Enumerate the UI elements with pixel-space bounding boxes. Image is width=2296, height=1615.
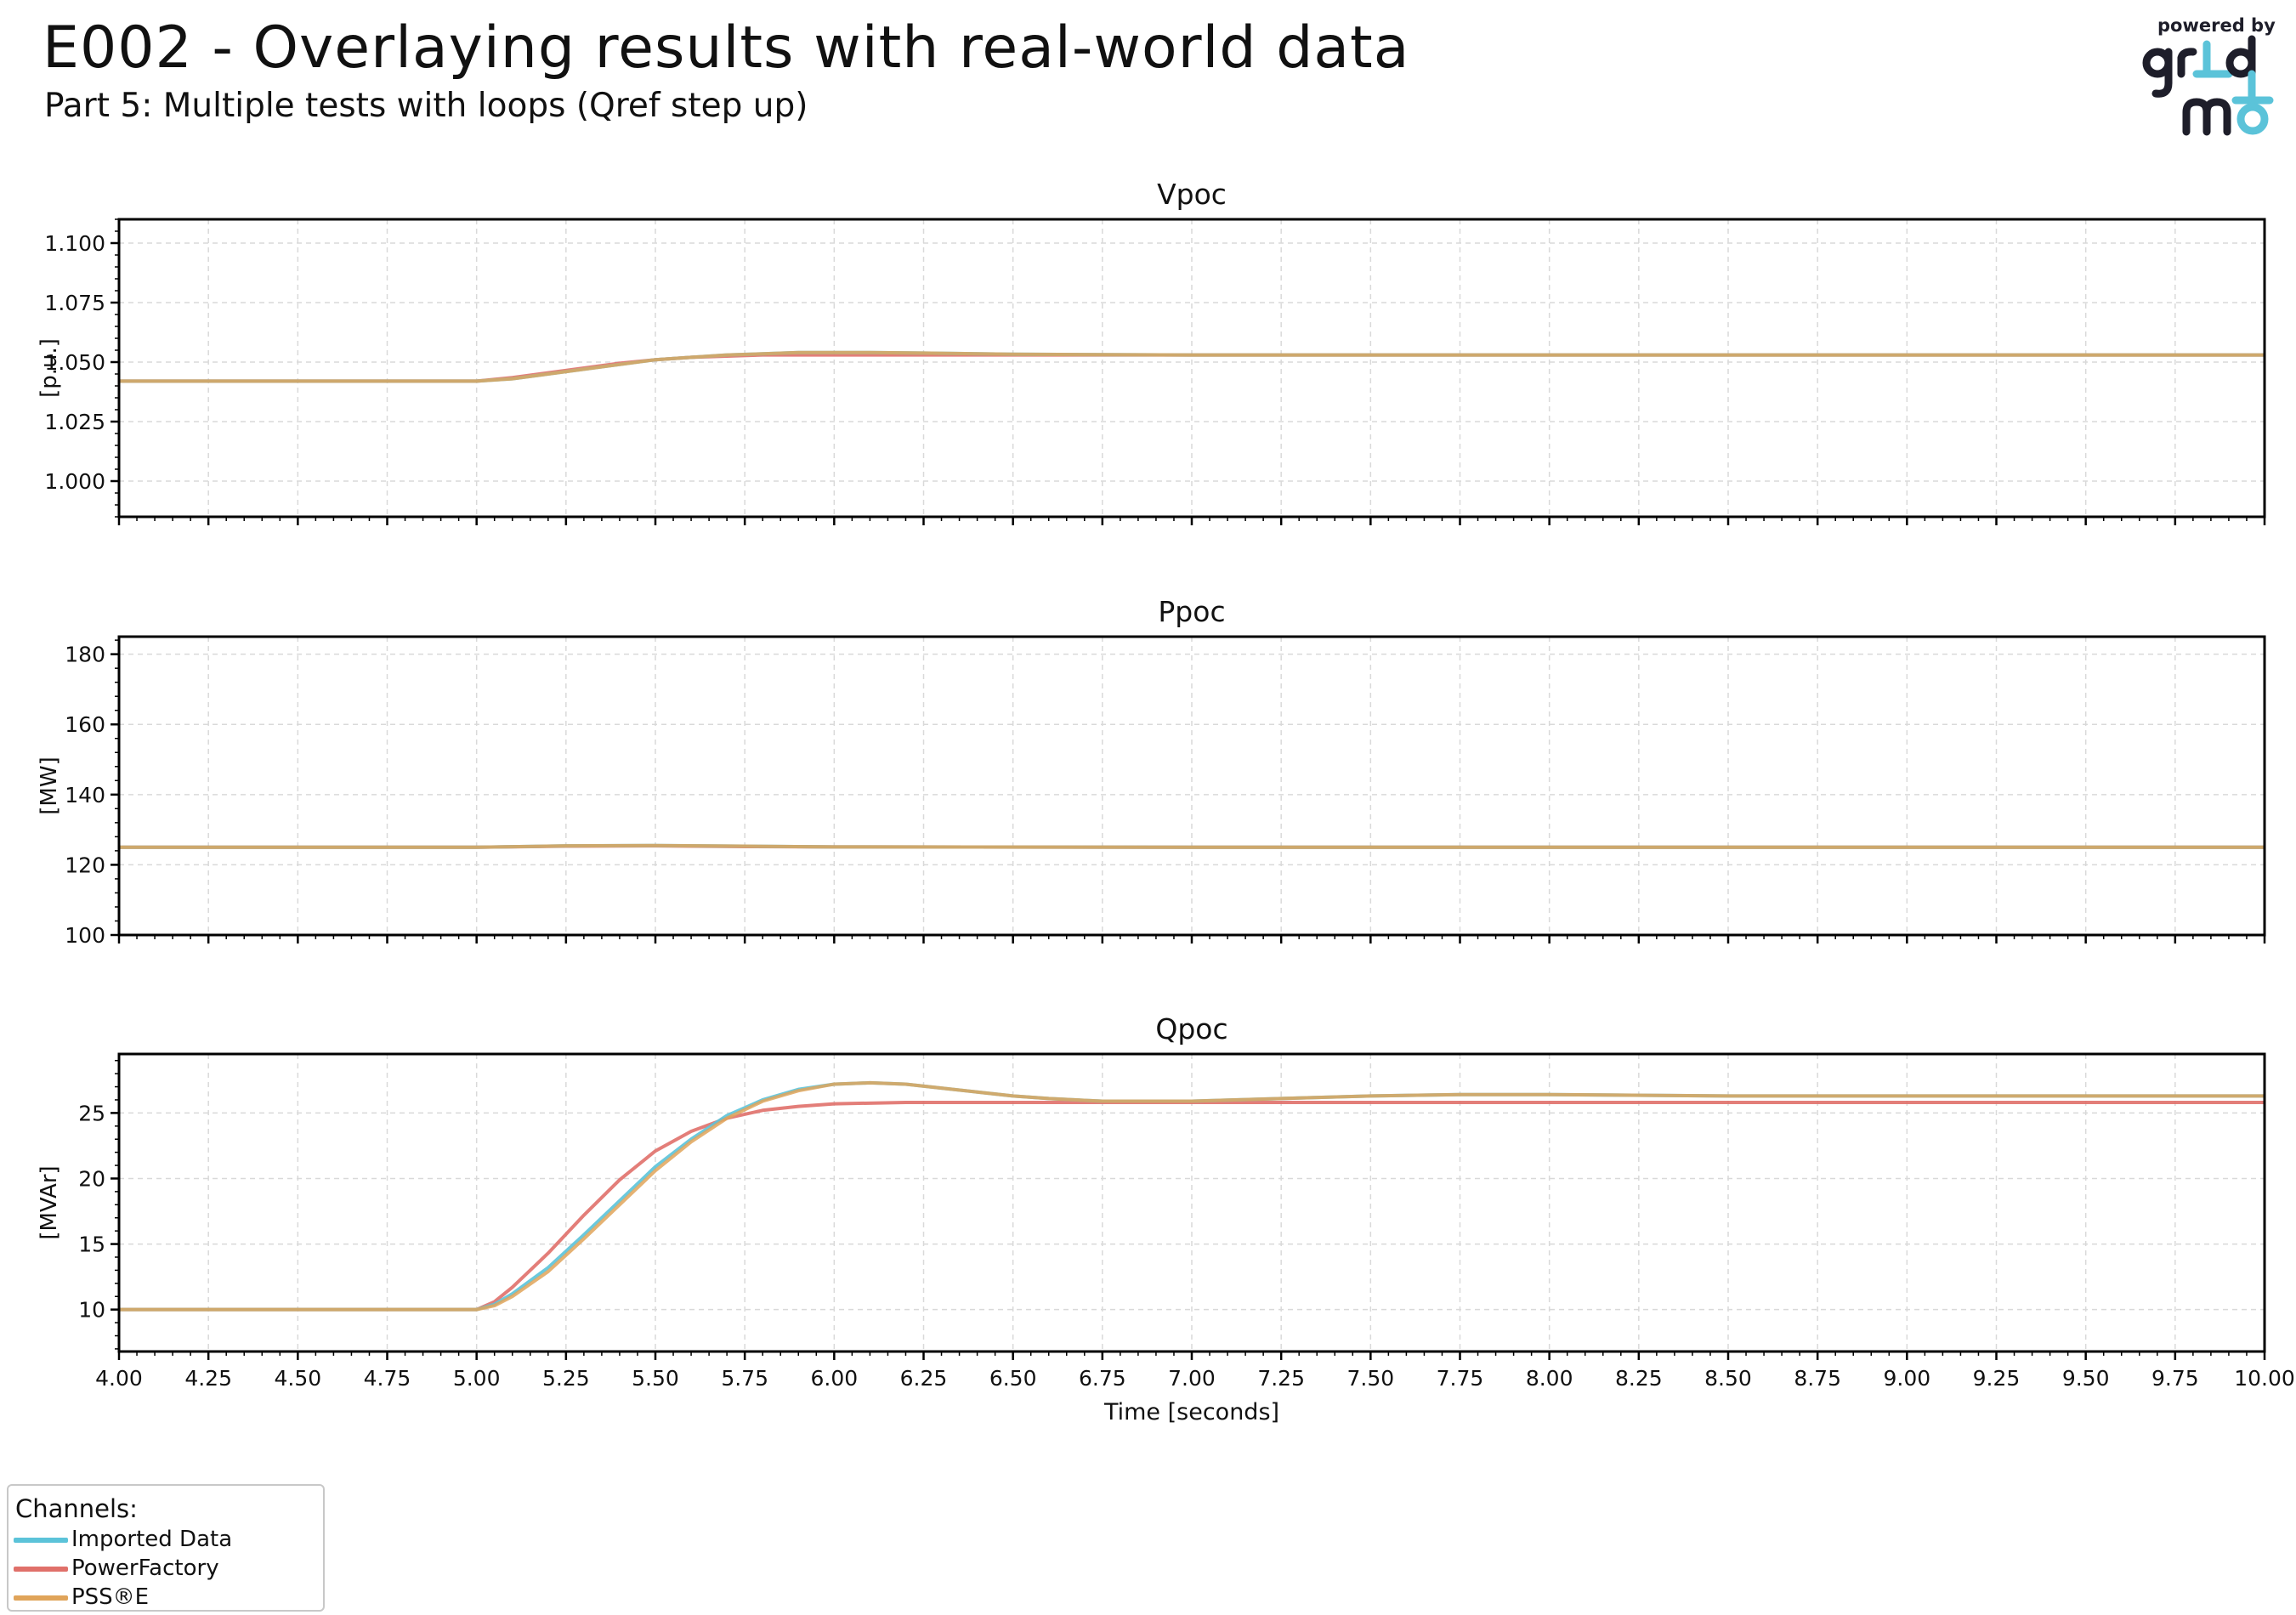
- gridmo-logo-mark: [2142, 35, 2274, 136]
- powered-by-label: powered by: [2157, 15, 2276, 36]
- series-line-pss-e: [119, 350, 2265, 383]
- x-axis-label: Time [seconds]: [1103, 1399, 1279, 1425]
- y-tick-label: 120: [65, 853, 105, 877]
- legend-swatch-imported-data: [14, 1538, 68, 1543]
- y-tick-label: 20: [78, 1166, 105, 1191]
- x-tick-label: 9.25: [1973, 1366, 2021, 1391]
- page-subtitle: Part 5: Multiple tests with loops (Qref …: [44, 87, 808, 125]
- x-tick-label: 6.75: [1079, 1366, 1126, 1391]
- x-tick-label: 4.25: [184, 1366, 232, 1391]
- y-tick-label: 1.025: [44, 410, 105, 434]
- gridmo-logo: powered by: [2142, 12, 2287, 139]
- y-tick-label: 160: [65, 712, 105, 737]
- chart-title: Qpoc: [1155, 1012, 1227, 1046]
- series-line-pss-e: [119, 1080, 2265, 1312]
- chart-area: 1.000 1.025 1.050 1.075 1.100 Vpoc [p.u.] 100 12…: [37, 178, 2295, 1425]
- y-tick-label: 15: [78, 1232, 105, 1257]
- legend-label-psse: PSS®E: [71, 1584, 150, 1610]
- y-tick-label: 140: [65, 783, 105, 808]
- series-group: [119, 350, 2265, 383]
- page-title: E002 - Overlaying results with real-worl…: [43, 14, 1410, 82]
- y-tick-label: 10: [78, 1298, 105, 1323]
- x-tick-label: 8.75: [1794, 1366, 1841, 1391]
- legend-swatch-psse: [14, 1595, 68, 1601]
- x-tick-label: 6.50: [989, 1366, 1037, 1391]
- chart-panel-vpoc: 1.000 1.025 1.050 1.075 1.100 Vpoc [p.u.]: [37, 178, 2266, 525]
- y-tick-label: 1.000: [44, 469, 105, 494]
- x-tick-label: 4.00: [95, 1366, 143, 1391]
- chart-panel-qpoc: 10 15 20 25 4.00 4.25 4.50 4.75 5.00 5.25 5.50 5.75…: [37, 1012, 2295, 1425]
- x-tick-label: 7.25: [1257, 1366, 1305, 1391]
- y-tick-label: 25: [78, 1101, 105, 1125]
- y-tick-label: 100: [65, 923, 105, 948]
- legend-swatch-powerfactory: [14, 1567, 68, 1572]
- chart-title: Ppoc: [1158, 595, 1225, 628]
- y-axis-label: [p.u.]: [37, 338, 62, 398]
- y-tick-label: 1.075: [44, 291, 105, 315]
- legend-label-imported-data: Imported Data: [71, 1527, 233, 1552]
- legend-label-powerfactory: PowerFactory: [71, 1556, 219, 1581]
- x-tick-label: 4.75: [364, 1366, 411, 1391]
- series-line-imported-data: [119, 350, 2265, 383]
- x-tick-label: 7.00: [1168, 1366, 1216, 1391]
- series-group: [119, 843, 2265, 849]
- x-tick-label: 5.50: [632, 1366, 679, 1391]
- x-tick-label: 8.25: [1615, 1366, 1663, 1391]
- x-tick-label: 5.75: [721, 1366, 768, 1391]
- chart-panel-ppoc: 100 120 140 160 180 Ppoc [MW]: [37, 595, 2266, 948]
- legend-item-powerfactory: PowerFactory: [14, 1554, 320, 1583]
- y-axis-label: [MW]: [37, 756, 62, 814]
- x-tick-label: 10.00: [2234, 1366, 2295, 1391]
- x-tick-label: 9.75: [2151, 1366, 2199, 1391]
- series-line-pss-e: [119, 843, 2265, 849]
- legend-title: Channels:: [15, 1494, 138, 1523]
- x-tick-label: 8.00: [1526, 1366, 1573, 1391]
- x-tick-label: 5.00: [453, 1366, 501, 1391]
- x-tick-label: 8.50: [1704, 1366, 1752, 1391]
- x-tick-label: 5.25: [542, 1366, 590, 1391]
- x-tick-label: 6.00: [810, 1366, 858, 1391]
- legend: Channels: Imported Data PowerFactory PSS…: [7, 1484, 325, 1612]
- legend-item-psse: PSS®E: [14, 1583, 320, 1612]
- y-tick-label: 180: [65, 643, 105, 667]
- y-tick-label: 1.050: [44, 350, 105, 375]
- series-group: [119, 1080, 2265, 1312]
- y-tick-label: 1.100: [44, 231, 105, 256]
- x-tick-label: 6.25: [900, 1366, 948, 1391]
- x-tick-label: 7.50: [1346, 1366, 1394, 1391]
- x-tick-label: 9.00: [1883, 1366, 1930, 1391]
- x-tick-label: 7.75: [1437, 1366, 1484, 1391]
- legend-item-imported-data: Imported Data: [14, 1525, 320, 1554]
- chart-title: Vpoc: [1157, 178, 1227, 211]
- y-axis-label: [MVAr]: [37, 1165, 62, 1239]
- series-line-powerfactory: [119, 353, 2265, 383]
- x-tick-label: 9.50: [2062, 1366, 2110, 1391]
- x-tick-label: 4.50: [274, 1366, 321, 1391]
